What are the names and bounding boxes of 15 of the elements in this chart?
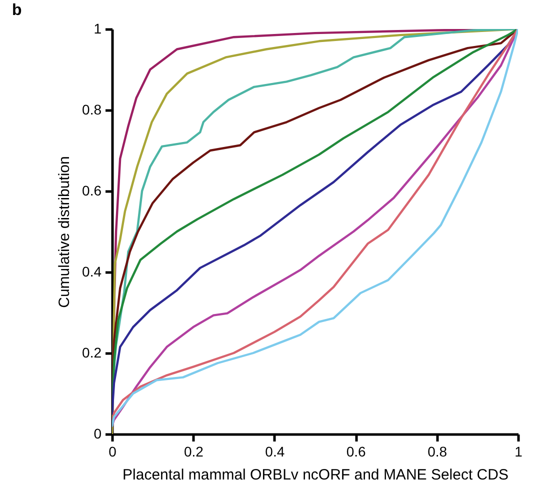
y-tick-label: 0.4	[82, 264, 102, 280]
y-axis-title: Cumulative distribution	[56, 156, 74, 308]
y-tick-label: 0.2	[82, 344, 102, 360]
x-tick-label: 0.2	[184, 444, 204, 460]
x-tick-label: 0.8	[428, 444, 448, 460]
x-tick-label: 1	[514, 444, 523, 460]
y-tick-label: 1	[94, 20, 102, 36]
x-tick-label: 0.4	[265, 444, 285, 460]
x-tick-label: 0	[108, 444, 117, 460]
x-axis-title: Placental mammal ORBLv ncORF and MANE Select CDS	[122, 466, 508, 484]
chart-title: b	[12, 2, 22, 19]
y-tick-label: 0.6	[82, 182, 102, 198]
y-tick-label: 0.8	[82, 102, 102, 118]
y-tick-label: 0	[94, 426, 102, 442]
x-tick-label: 0.6	[346, 444, 366, 460]
